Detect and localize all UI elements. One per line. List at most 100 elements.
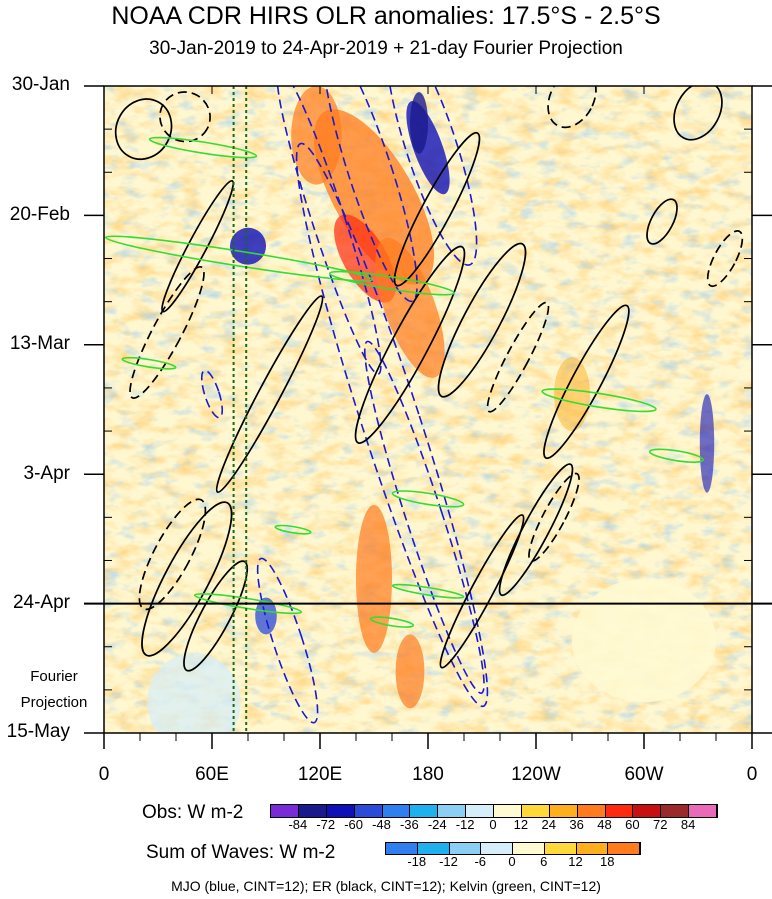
colorbar-segment: [271, 805, 299, 817]
colorbar-tick-label: -60: [344, 817, 364, 832]
er-contour: [673, 86, 723, 141]
olr-blob: [229, 227, 267, 265]
colorbar-segment: [326, 805, 355, 817]
kelvin-contour: [121, 356, 177, 370]
y-tick-label: 24-Apr: [12, 592, 70, 613]
mjo-contour: [256, 557, 319, 724]
x-tick-label: 120E: [297, 764, 343, 785]
kelvin-contour: [148, 136, 258, 159]
olr-blob: [313, 109, 435, 285]
colorbar-segment: [661, 805, 690, 817]
kelvin-contour: [104, 235, 374, 282]
colorbar-tick-label: -72: [316, 817, 336, 832]
colorbar-tick-label: -36: [399, 817, 419, 832]
colorbar-segment: [549, 805, 578, 817]
colorbar-segment: [417, 843, 450, 854]
er-contour: [706, 230, 744, 288]
er-contour: [138, 498, 207, 611]
er-contours: [114, 86, 744, 672]
er-contour: [486, 301, 550, 413]
kelvin-contour: [369, 616, 415, 628]
olr-blob: [147, 652, 241, 733]
colorbar-segment: [521, 805, 550, 817]
olr-blob: [554, 357, 590, 432]
colorbar-tick-label: -18: [407, 854, 427, 869]
colorbar-tick-label: -48: [372, 817, 391, 832]
colorbar-tick-label: 72: [653, 817, 668, 832]
axes: [84, 85, 772, 749]
colorbar-tick-label: 36: [569, 817, 584, 832]
colorbar-tick-label: 12: [568, 854, 583, 869]
colorbar-tick-label: 60: [625, 817, 640, 832]
er-contour: [354, 245, 466, 444]
kelvin-contour: [541, 388, 657, 413]
x-tick-label: 180: [412, 764, 444, 785]
er-contour: [114, 98, 173, 160]
olr-blob: [356, 505, 392, 653]
er-contour: [215, 295, 324, 494]
colorbar-segment: [513, 843, 545, 854]
chart-title: NOAA CDR HIRS OLR anomalies: 17.5°S - 2.…: [111, 2, 661, 30]
colorbar-segment: [608, 843, 640, 854]
kelvin-contour: [193, 593, 303, 615]
er-contour: [141, 501, 233, 657]
y-tick-label: 20-Feb: [9, 204, 70, 225]
obs-colorbar: [270, 804, 718, 818]
mjo-contour: [276, 86, 382, 375]
kelvin-contour: [648, 448, 704, 463]
kelvin-contour: [391, 490, 465, 508]
colorbar-tick-label: -24: [427, 817, 447, 832]
er-contour: [439, 514, 525, 669]
er-contour: [528, 472, 580, 563]
chart-subtitle: 30-Jan-2019 to 24-Apr-2019 + 21-day Four…: [149, 38, 623, 59]
colorbar-tick-label: 6: [540, 854, 548, 869]
obs-colorbar-label: Obs: W m-2: [142, 802, 244, 823]
x-tick-label: 120W: [511, 764, 561, 785]
colorbar-tick-label: -12: [439, 854, 458, 869]
mjo-contour: [295, 142, 489, 708]
mjo-contour: [385, 86, 478, 266]
x-tick-label: 0: [746, 764, 758, 785]
colorbar-segment: [354, 805, 383, 817]
legend-footer: MJO (blue, CINT=12); ER (black, CINT=12)…: [171, 878, 601, 894]
olr-blob: [255, 597, 277, 635]
colorbar-segment: [544, 843, 577, 854]
waves-colorbar: [385, 842, 641, 855]
olr-blob: [410, 92, 428, 154]
colorbar-tick-label: 84: [680, 817, 696, 832]
mjo-contour: [200, 369, 224, 419]
colorbar-segment: [466, 805, 494, 817]
fourier-label-line2: Projection: [20, 694, 88, 711]
colorbar-segment: [449, 843, 482, 854]
colorbar-segment: [633, 805, 662, 817]
olr-blob: [291, 86, 342, 185]
olr-blob: [395, 634, 425, 709]
er-contour: [646, 198, 678, 245]
er-contour: [159, 91, 211, 143]
kelvin-contour: [274, 524, 312, 535]
colorbar-tick-label: -84: [288, 817, 308, 832]
colorbar-tick-label: 0: [508, 854, 516, 869]
colorbar-segment: [576, 843, 609, 854]
mjo-contours: [200, 86, 489, 724]
colorbar-tick-label: 12: [513, 817, 529, 832]
x-tick-label: 60W: [624, 764, 664, 785]
kelvin-contour: [391, 583, 465, 599]
er-contour: [543, 304, 630, 460]
colorbar-tick-label: 18: [600, 854, 615, 869]
kelvin-contours: [104, 136, 704, 628]
olr-blob: [699, 394, 715, 493]
colorbar-segment: [382, 805, 411, 817]
mjo-contour: [322, 86, 418, 303]
er-contour: [498, 463, 574, 597]
x-tick-label: 60E: [195, 764, 229, 785]
er-contour: [129, 265, 205, 399]
colorbar-tick-label: 24: [541, 817, 556, 832]
fourier-label-line1: Fourier: [30, 668, 78, 685]
colorbar-tick-label: -12: [455, 817, 475, 832]
er-contour: [183, 560, 249, 672]
colorbar-segment: [298, 805, 327, 817]
y-tick-label: 30-Jan: [11, 74, 70, 95]
y-tick-label: 13-Mar: [9, 333, 70, 354]
